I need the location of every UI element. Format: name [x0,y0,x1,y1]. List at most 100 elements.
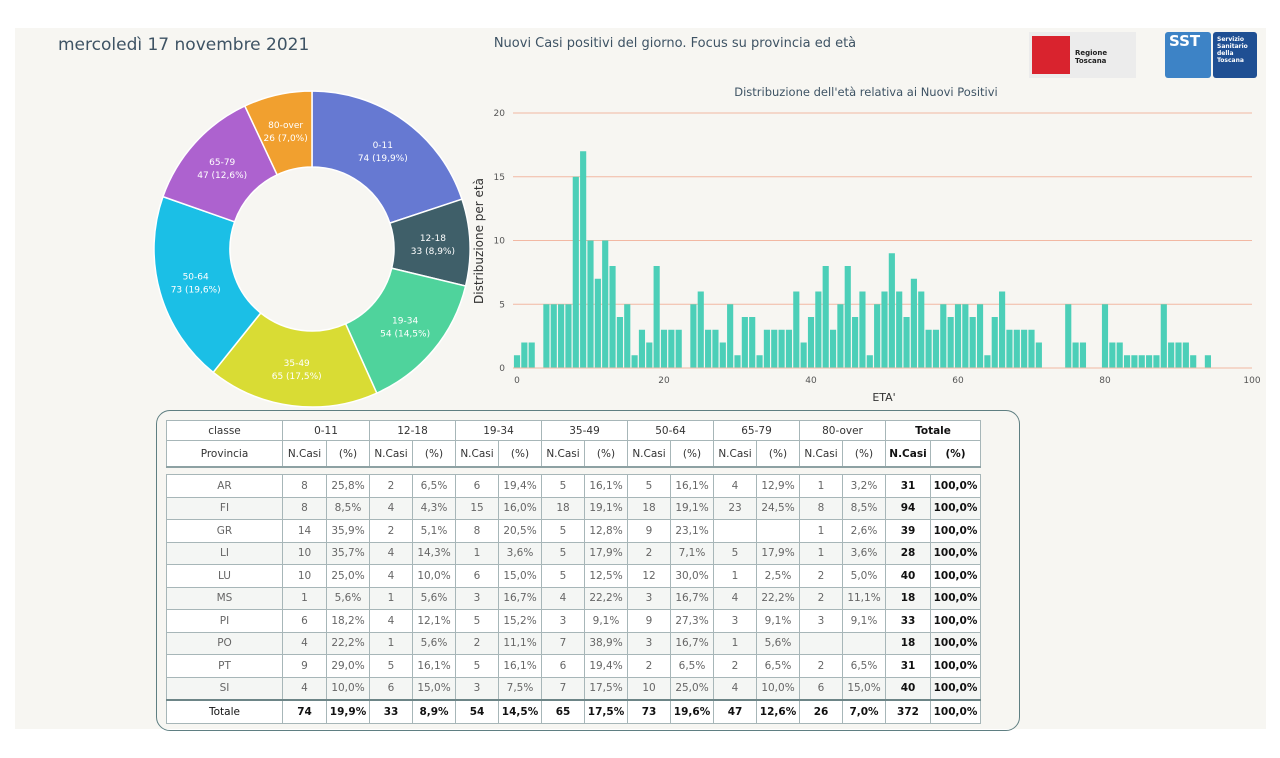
bar-age-85 [1138,355,1145,368]
donut-value-label: 65 (17,5%) [272,372,322,382]
bar-age-14 [616,317,623,368]
group-header: 0-11 [282,420,370,441]
table-row: AR 8 25,8% 2 6,5% 6 19,4% 5 16,1% 5 16,1% 4 12,9% 1 3,… [166,474,981,498]
value-cell: 2 [627,541,671,565]
donut-label: 80-over [268,121,303,131]
value-cell: 23,1% [670,519,714,543]
value-cell: 23 [713,496,757,520]
bar-age-1 [521,342,528,368]
page-title: Nuovi Casi positivi del giorno. Focus su… [493,36,857,51]
table-row: PO 4 22,2% 1 5,6% 2 11,1% 7 38,9% 3 16,7% 1 5,6% 18 10… [166,631,981,655]
group-header: 35-49 [541,420,628,441]
value-cell: 10 [282,564,327,588]
value-cell: 8,5% [326,496,370,520]
value-cell: 18 [541,496,585,520]
value-cell: 16,7% [670,586,714,610]
value-cell: 15,2% [498,609,542,633]
value-cell: 4 [282,631,327,655]
donut-slice-0-11 [311,90,463,225]
bar-age-20 [660,329,668,368]
value-cell: 12,1% [412,609,456,633]
value-cell: 16,7% [670,631,714,655]
value-cell: 6 [799,676,843,701]
bar-age-57 [932,329,940,368]
value-cell: 25,0% [326,564,370,588]
value-cell: 1 [799,541,843,565]
bar-age-66 [999,291,1006,368]
total-cell: 39 [885,519,931,543]
bar-age-94 [1204,355,1211,368]
value-cell: 6,5% [842,654,886,678]
value-cell: 3,6% [498,541,542,565]
province-cell: LU [166,564,283,588]
age-distribution-bar-chart: Distribuzione dell'età relativa ai Nuovi… [472,85,1260,404]
value-cell: 1 [713,564,757,588]
bar-age-55 [918,291,925,368]
donut-slice-50-64 [153,195,262,374]
donut-slice-35-49 [212,311,378,408]
y-tick-label: 20 [494,109,506,119]
sub-header-n: N.Casi [799,440,843,468]
total-value-cell: 33 [369,699,413,724]
bar-age-33 [756,355,763,368]
bar-age-54 [910,278,917,368]
bar-age-62 [969,317,976,368]
bar-age-89 [1168,342,1175,368]
total-value-cell: 74 [282,699,327,724]
sst-logo-text: Servizio Sanitario della Toscana [1217,36,1248,64]
value-cell: 38,9% [584,631,628,655]
province-cell: PI [166,609,283,633]
donut-slice-80-over [243,90,313,176]
value-cell: 1 [799,519,843,543]
donut-label: 19-34 [392,316,418,326]
y-tick-label: 5 [499,300,505,310]
value-cell: 16,7% [498,586,542,610]
total-value-cell: 65 [541,699,585,724]
value-cell: 4 [369,609,413,633]
value-cell: 2 [799,654,843,678]
bar-age-28 [719,342,726,368]
table-row: FI 8 8,5% 4 4,3% 15 16,0% 18 19,1% 18 19,1% 23 24,5%… [166,496,981,520]
bar-age-52 [896,291,903,368]
value-cell: 4 [369,541,413,565]
value-cell: 6,5% [670,654,714,678]
value-cell: 3 [713,609,757,633]
bar-age-76 [1072,342,1079,368]
value-cell: 11,1% [498,631,542,655]
x-tick-label: 20 [658,376,670,386]
total-pct-cell: 100,0% [930,519,981,543]
total-cell: 28 [885,541,931,565]
sub-header-n: N.Casi [713,440,757,468]
sub-header-n: N.Casi [369,440,413,468]
bar-age-24 [690,304,697,368]
total-pct-cell: 100,0% [930,564,981,588]
total-pct-cell: 100,0% [930,676,981,701]
grand-total-cell: 372 [885,699,931,724]
table-corner-label: classe [166,420,283,441]
value-cell: 6 [541,654,585,678]
province-cell: FI [166,496,283,520]
value-cell: 2 [369,474,413,498]
bar-age-56 [925,329,932,368]
value-cell: 16,1% [412,654,456,678]
bar-age-71 [1035,342,1042,368]
bar-age-92 [1190,355,1197,368]
bar-age-88 [1160,304,1167,368]
value-cell: 17,9% [584,541,628,565]
x-tick-label: 0 [514,376,520,386]
bar-age-9 [580,151,587,368]
value-cell: 16,1% [670,474,714,498]
bar-age-46 [852,317,859,368]
value-cell: 27,3% [670,609,714,633]
value-cell: 19,1% [584,496,628,520]
value-cell: 10 [627,676,671,701]
value-cell: 2 [455,631,499,655]
sub-header-n: N.Casi [282,440,327,468]
value-cell: 15 [455,496,499,520]
bar-age-7 [565,304,572,368]
sub-header-n: N.Casi [455,440,499,468]
x-tick-label: 40 [805,376,817,386]
bar-age-4 [543,304,550,368]
total-pct-cell: 100,0% [930,541,981,565]
value-cell: 16,1% [584,474,628,498]
